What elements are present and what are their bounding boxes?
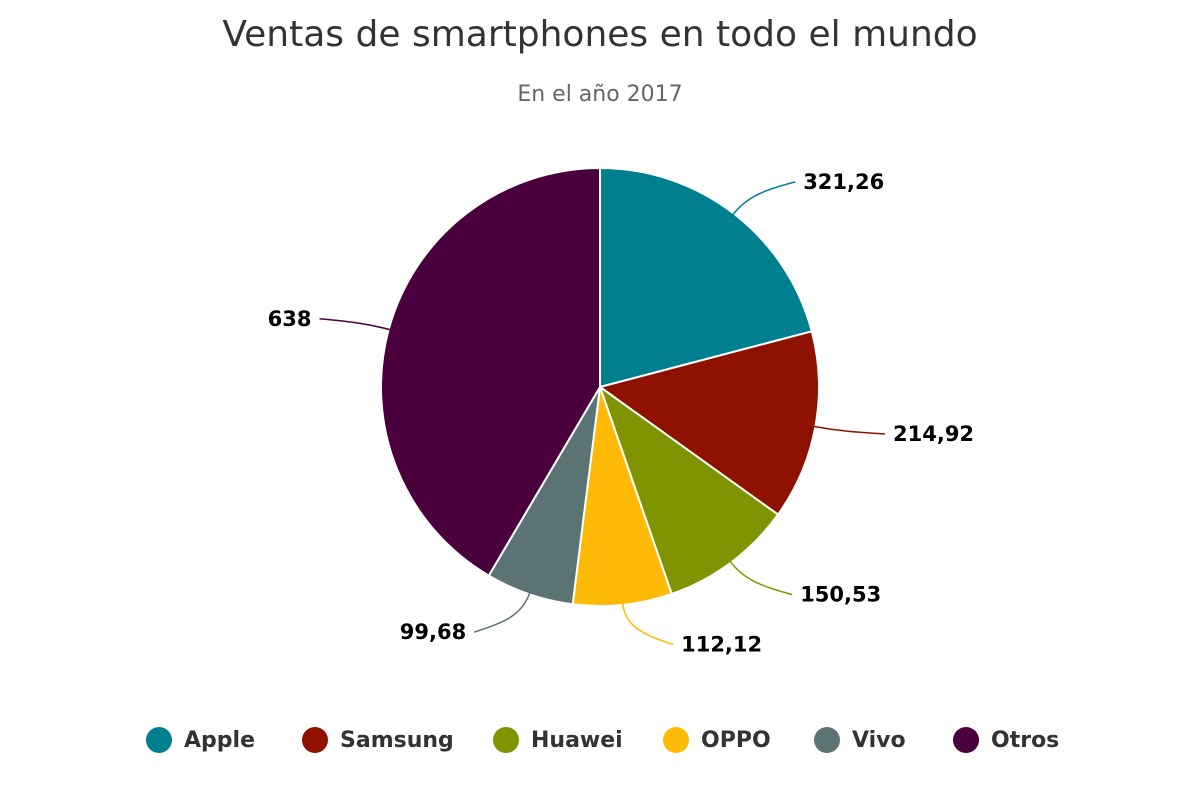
legend-swatch-icon <box>146 727 172 753</box>
legend-item-huawei[interactable]: Huawei <box>493 720 623 760</box>
legend-label: Huawei <box>531 727 623 753</box>
chart-title: Ventas de smartphones en todo el mundo <box>222 14 978 55</box>
legend-swatch-icon <box>953 727 979 753</box>
legend-item-oppo[interactable]: OPPO <box>663 720 771 760</box>
pie-slices <box>380 167 820 607</box>
chart-subtitle: En el año 2017 <box>517 82 683 107</box>
connector-line-oppo <box>621 602 674 646</box>
data-label-apple: 321,26 <box>803 170 884 194</box>
legend-swatch-icon <box>663 727 689 753</box>
legend-label: Apple <box>184 727 255 753</box>
data-label-huawei: 150,53 <box>800 583 881 607</box>
data-label-samsung: 214,92 <box>893 422 974 446</box>
legend-swatch-icon <box>493 727 519 753</box>
legend-swatch-icon <box>302 727 328 753</box>
connector-line-vivo <box>473 592 531 633</box>
data-label-vivo: 99,68 <box>400 620 466 644</box>
legend-label: OPPO <box>701 727 771 753</box>
connector-line-samsung <box>813 425 886 435</box>
data-label-otros: 638 <box>268 307 312 331</box>
legend-item-apple[interactable]: Apple <box>146 720 255 760</box>
legend-item-otros[interactable]: Otros <box>953 720 1059 760</box>
legend-label: Otros <box>991 727 1060 753</box>
data-label-oppo: 112,12 <box>681 633 762 657</box>
label-connectors <box>319 181 886 646</box>
legend-swatch-icon <box>814 727 840 753</box>
legend-item-samsung[interactable]: Samsung <box>302 720 454 760</box>
connector-line-apple <box>731 181 796 216</box>
legend-label: Vivo <box>852 727 906 753</box>
legend: Apple Samsung Huawei OPPO Vivo Otros <box>0 720 1200 760</box>
connector-line-otros <box>319 318 391 331</box>
data-labels: 321,26 214,92 150,53 112,12 99,68 638 <box>268 170 974 657</box>
legend-item-vivo[interactable]: Vivo <box>814 720 906 760</box>
legend-label: Samsung <box>340 727 454 753</box>
connector-line-huawei <box>729 560 793 596</box>
